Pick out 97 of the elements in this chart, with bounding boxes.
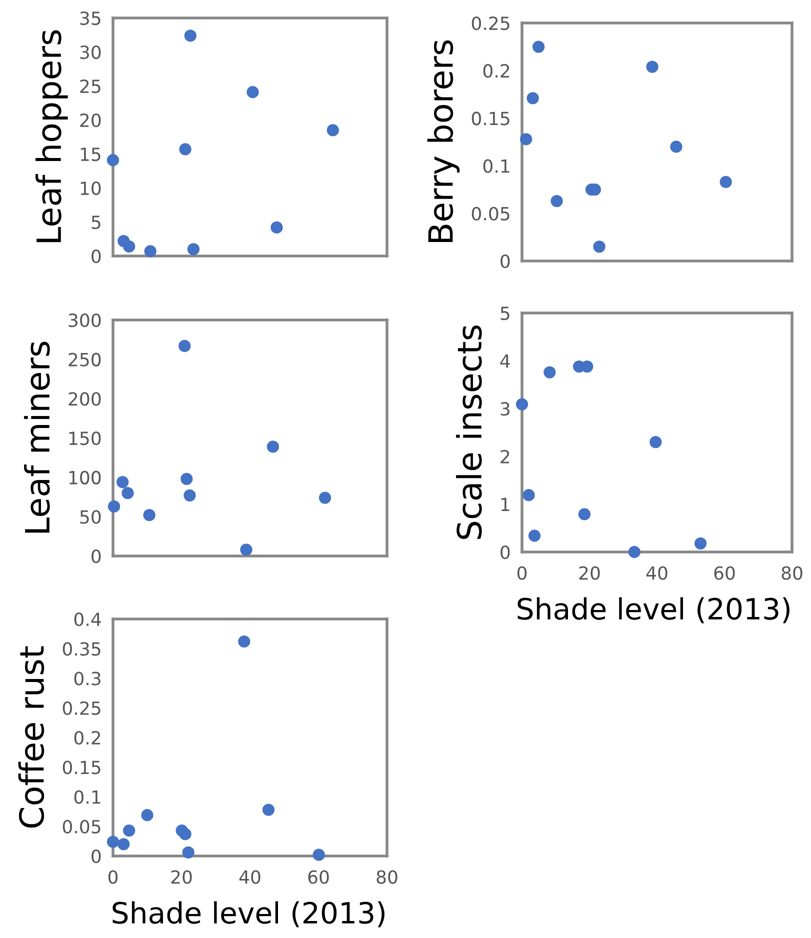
point [106,154,120,166]
point [520,133,532,146]
y-tick-label: 0.4 [74,612,101,626]
point [528,530,541,542]
point [182,846,194,859]
y-tick-label: 1 [501,498,510,512]
point [593,240,606,253]
point [312,848,325,861]
y-tick-label: 200 [68,392,101,406]
y-tick-label: 0.15 [472,112,510,126]
point [522,489,535,502]
y-tick-label: 30 [80,45,101,60]
x-tick-label: 0 [517,566,527,580]
x-tick-label: 80 [782,566,802,580]
point [180,472,193,485]
y-tick-label: 5 [92,216,100,230]
y-tick-label: 0 [500,254,510,268]
y-tick-label: 0.1 [483,159,510,173]
y-tick-label: 50 [80,510,101,524]
y-tick-label: 0 [92,549,101,564]
point [246,86,259,98]
point [650,436,662,448]
y-tick-label: 5 [500,306,510,320]
point [550,194,563,208]
point [326,124,339,136]
y-tick-label: 0.05 [472,206,510,221]
point [670,140,682,153]
y-tick-label: 0.25 [472,16,510,30]
x-tick-label: 60 [714,566,735,580]
x-tick-label: 40 [646,566,668,580]
y-axis-title: Coffee rust [18,646,44,828]
point [270,221,283,234]
point [262,804,275,816]
point [578,508,591,520]
y-tick-label: 0.3 [74,672,100,686]
y-tick-label: 0 [500,545,510,560]
y-tick-label: 2 [500,450,510,464]
y-tick-label: 150 [69,431,101,446]
point [266,440,280,453]
point [123,240,136,253]
point [526,92,539,104]
y-tick-label: 100 [69,470,101,484]
y-tick-label: 3 [500,402,510,416]
y-tick-label: 300 [68,313,101,328]
point [628,546,640,558]
y-tick-label: 0.35 [62,642,100,656]
point [143,509,156,522]
y-tick-label: 25 [80,79,100,94]
y-tick-label: 250 [68,352,101,366]
x-tick-label: 20 [579,566,600,580]
point [184,30,196,42]
y-axis-title: Leaf hoppers [36,30,68,242]
x-tick-label: 0 [108,870,118,884]
y-axis-title: Scale insects [456,325,482,539]
y-tick-label: 0 [92,249,101,264]
y-tick-label: 10 [80,181,101,196]
y-tick-label: 35 [80,11,100,26]
point [179,143,192,156]
point [123,824,136,837]
point [646,60,658,73]
point [238,635,250,648]
x-axis-title: Shade level (2013) [518,597,790,624]
y-tick-label: 0.15 [62,760,100,774]
y-axis-title: Berry borers [427,40,460,242]
y-tick-label: 0 [92,849,101,864]
y-tick-label: 0.05 [62,820,100,834]
y-tick-label: 0.2 [483,64,510,78]
point [532,40,545,53]
point [118,838,130,850]
point [187,243,200,256]
point [106,836,120,848]
point [694,537,707,550]
point [544,366,556,378]
point [516,398,528,410]
y-tick-label: 0.1 [74,790,100,804]
point [240,544,252,556]
y-tick-label: 4 [500,354,510,368]
y-axis-title: Leaf miners [24,342,50,533]
x-tick-label: 60 [308,870,329,884]
point [141,809,154,822]
point [122,486,134,500]
point [108,500,120,513]
point [184,489,196,502]
x-axis-title: Shade level (2013) [112,901,384,928]
y-tick-label: 0.2 [74,730,100,745]
point [144,245,156,258]
point [318,492,332,504]
point [179,828,192,840]
point [720,176,732,188]
y-tick-label: 20 [80,113,101,128]
y-tick-label: 15 [80,148,100,162]
x-tick-label: 80 [376,870,398,884]
point [116,476,129,488]
y-tick-label: 0.25 [62,701,100,715]
x-tick-label: 20 [171,870,192,884]
x-tick-label: 40 [239,870,260,884]
point [178,340,191,352]
